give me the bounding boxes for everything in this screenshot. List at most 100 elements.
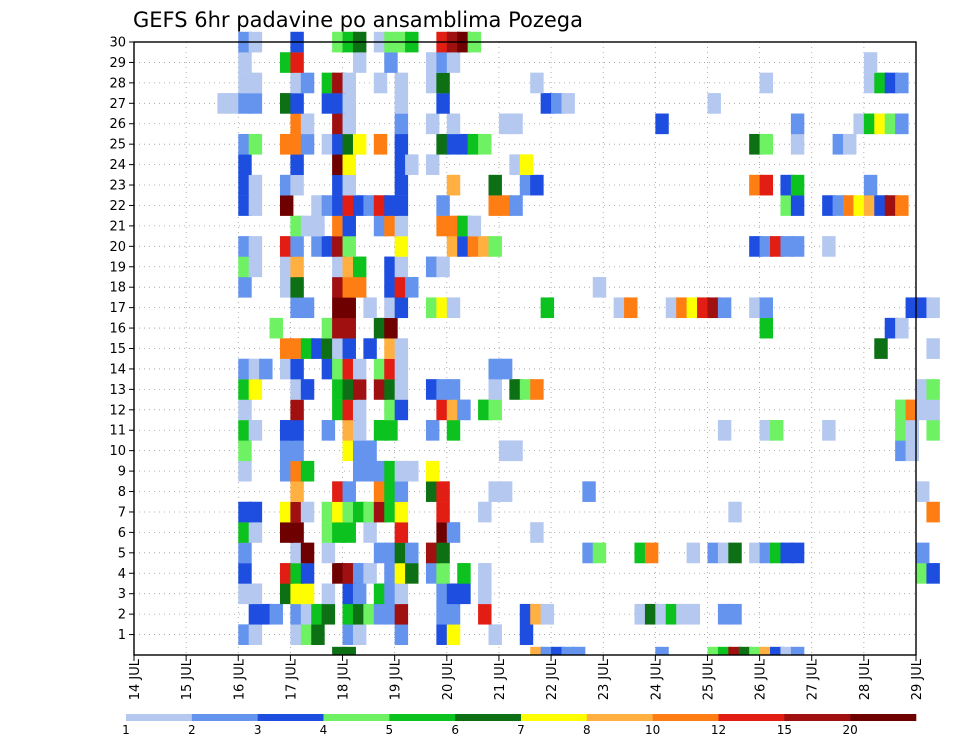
heatmap-cell (384, 297, 398, 319)
heatmap-cell (279, 563, 294, 584)
heatmap-cell (436, 563, 450, 584)
heatmap-cell (895, 317, 909, 339)
heatmap-cell (321, 93, 336, 114)
y-tick-label: 17 (109, 301, 126, 316)
heatmap-cell (634, 603, 648, 625)
heatmap-cell (227, 93, 242, 114)
heatmap-cell (582, 481, 596, 502)
heatmap-cell (467, 236, 482, 257)
heatmap-cell (332, 236, 346, 257)
heatmap-cell (290, 133, 304, 155)
heatmap-cell (446, 236, 461, 257)
heatmap-cell (394, 174, 409, 196)
heatmap-cell (394, 583, 409, 605)
heatmap-cell (300, 338, 315, 359)
heatmap-cell (707, 646, 721, 656)
x-tick-label: 20 JUL (441, 658, 456, 700)
heatmap-cell (342, 297, 356, 319)
heatmap-cell (238, 542, 252, 564)
heatmap-cell (300, 624, 315, 645)
heatmap-cell (238, 154, 252, 176)
heatmap-cell (290, 460, 304, 482)
heatmap-cell (384, 460, 398, 482)
heatmap-cell (217, 93, 231, 114)
heatmap-cell (352, 440, 367, 462)
heatmap-cell (352, 358, 367, 380)
colorbar: 1 2 3 4 5 6 7 8 10 12 15 20 (122, 714, 917, 737)
heatmap-cell (332, 317, 346, 339)
heatmap-cell (686, 603, 701, 625)
heatmap-cell (728, 542, 742, 564)
heatmap-cell (384, 542, 398, 564)
heatmap-cell (394, 522, 409, 543)
heatmap-cell (655, 603, 669, 625)
heatmap-cell (905, 420, 919, 441)
heatmap-cell (405, 460, 419, 482)
heatmap-cell (373, 542, 388, 564)
heatmap-cell (342, 317, 356, 339)
heatmap-cell (238, 379, 252, 400)
heatmap-cell (384, 420, 398, 441)
heatmap-cell (457, 399, 471, 421)
heatmap-cell (425, 420, 440, 441)
heatmap-cell (352, 501, 367, 523)
heatmap-cell (436, 72, 450, 94)
heatmap-cell (790, 236, 805, 257)
heatmap-cell (446, 624, 461, 645)
y-tick-label: 25 (109, 138, 126, 153)
heatmap-cell (436, 215, 450, 237)
heatmap-cell (759, 317, 774, 339)
heatmap-cell (425, 113, 440, 135)
heatmap-cell (551, 93, 565, 114)
colorbar-tick-label: 4 (320, 723, 328, 737)
colorbar-swatch (257, 714, 324, 721)
heatmap-cell (238, 236, 252, 257)
heatmap-cell (780, 542, 794, 564)
heatmap-cell (530, 522, 544, 543)
heatmap-cell (874, 72, 888, 94)
heatmap-cell (248, 583, 263, 605)
heatmap-cell (300, 379, 315, 400)
heatmap-cell (540, 297, 555, 319)
heatmap-cell (373, 379, 388, 400)
heatmap-cell (321, 583, 336, 605)
heatmap-cell (498, 440, 513, 462)
heatmap-cell (342, 440, 356, 462)
heatmap-cell (248, 72, 263, 94)
heatmap-cell (478, 603, 492, 625)
y-tick-label: 27 (109, 97, 126, 112)
x-tick-label: 15 JUL (180, 658, 195, 700)
heatmap-cell (373, 460, 388, 482)
colorbar-swatch (521, 714, 588, 721)
heatmap-cell (676, 297, 690, 319)
heatmap-cell (780, 174, 794, 196)
heatmap-cell (342, 154, 356, 176)
heatmap-cell (916, 297, 930, 319)
heatmap-cell (853, 195, 867, 216)
heatmap-cell (321, 358, 336, 380)
heatmap-cell (457, 563, 471, 584)
heatmap-cell (770, 542, 784, 564)
heatmap-cell (248, 174, 263, 196)
heatmap-cell (363, 603, 377, 625)
heatmap-cell (290, 338, 304, 359)
heatmap-cell (592, 276, 607, 298)
heatmap-cell (384, 603, 398, 625)
heatmap-cell (519, 603, 534, 625)
heatmap-cell (300, 215, 315, 237)
heatmap-cell (290, 379, 304, 400)
heatmap-cell (321, 236, 336, 257)
heatmap-cell (290, 583, 304, 605)
heatmap-cell (759, 542, 774, 564)
heatmap-cell (384, 379, 398, 400)
colorbar-swatch (586, 714, 653, 721)
heatmap-cell (248, 93, 263, 114)
heatmap-cell (373, 583, 388, 605)
heatmap-cell (352, 256, 367, 278)
heatmap-cell (238, 174, 252, 196)
heatmap-cell (749, 646, 763, 656)
x-tick-label: 24 JUL (649, 658, 664, 700)
heatmap-cell (352, 460, 367, 482)
heatmap-cell (488, 236, 502, 257)
